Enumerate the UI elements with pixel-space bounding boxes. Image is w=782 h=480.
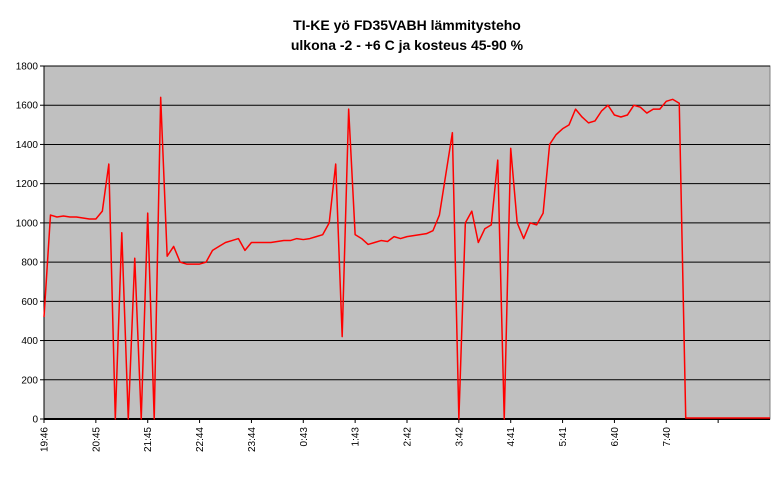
y-tick-label: 0 (32, 415, 38, 426)
x-tick-label: 21:45 (143, 427, 154, 452)
data-line (43, 96, 770, 420)
x-tick-label: 1:43 (351, 427, 362, 447)
x-tick-label: 0:43 (299, 427, 310, 447)
y-tick-label: 1800 (16, 62, 39, 73)
y-tick-label: 1600 (16, 101, 39, 112)
x-tick-label: 23:44 (247, 427, 258, 452)
y-tick-label: 1000 (16, 218, 39, 229)
y-tick-label: 600 (21, 297, 38, 308)
x-tick-label: 2:42 (403, 427, 414, 447)
chart-subtitle: ulkona -2 - +6 C ja kosteus 45-90 % (291, 37, 524, 53)
x-tick-label: 4:41 (506, 427, 517, 447)
y-tick-label: 1400 (16, 140, 39, 151)
y-tick-label: 400 (21, 336, 38, 347)
x-tick-label: 5:41 (558, 427, 569, 447)
x-tick-label: 22:44 (195, 427, 206, 452)
x-tick-label: 7:40 (662, 427, 673, 447)
x-tick-label: 6:40 (610, 427, 621, 447)
chart-title: TI-KE yö FD35VABH lämmitysteho (293, 17, 521, 33)
y-tick-label: 800 (21, 258, 38, 269)
x-tick-label: 3:42 (454, 427, 465, 447)
y-tick-label: 200 (21, 375, 38, 386)
plot-area (43, 65, 771, 420)
x-tick-label: 20:45 (91, 427, 102, 452)
y-tick-label: 1200 (16, 179, 39, 190)
x-tick-label: 19:46 (40, 427, 51, 452)
